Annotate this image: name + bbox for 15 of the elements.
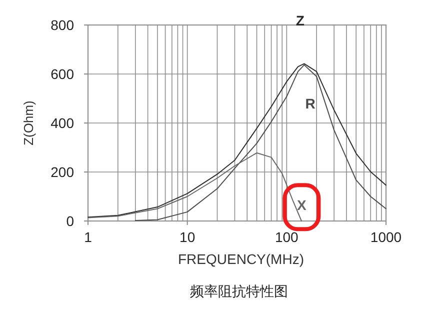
- y-axis-title: Z(Ohm): [21, 100, 36, 146]
- y-tick-label: 200: [50, 164, 74, 180]
- y-tick-label: 0: [66, 213, 74, 229]
- y-tick-label: 400: [50, 115, 74, 131]
- series-label: X: [297, 197, 308, 214]
- x-tick-label: 10: [180, 229, 196, 245]
- y-tick-label: 600: [50, 66, 74, 82]
- x-tick-label: 1000: [370, 229, 402, 245]
- x-axis-title: FREQUENCY(MHz): [178, 251, 304, 267]
- series-label: R: [305, 95, 316, 112]
- x-tick-label: 100: [274, 229, 299, 245]
- text: 频率阻抗特性图: [190, 284, 288, 300]
- x-tick-label: 1: [84, 229, 92, 245]
- y-tick-label: 800: [50, 17, 74, 33]
- text: Z: [296, 12, 305, 29]
